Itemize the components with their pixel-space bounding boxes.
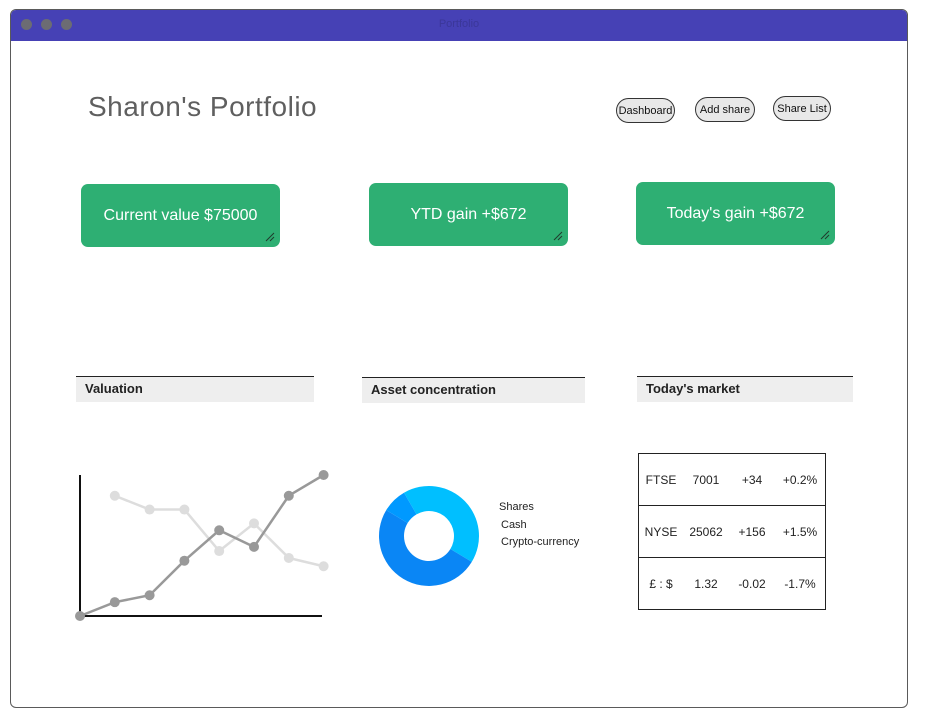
series-1-line <box>79 473 325 618</box>
series-2-point <box>179 504 190 515</box>
maximize-window-icon[interactable] <box>61 19 72 30</box>
series-1-point <box>109 597 120 608</box>
series-1-point <box>179 555 190 566</box>
series-2-point <box>144 504 155 515</box>
title-bar: Portfolio <box>11 10 907 41</box>
donut-slice-cash <box>379 510 472 586</box>
donut-slice-shares <box>404 486 479 562</box>
resize-grip-icon[interactable] <box>553 231 563 241</box>
market-change: +156 <box>729 505 775 558</box>
market-value: 25062 <box>683 505 729 558</box>
market-change: +34 <box>741 472 763 487</box>
series-2-point <box>249 518 259 529</box>
table-row: NYSE 25062 +156 +1.5% <box>638 505 826 558</box>
market-change-pct: -1.7% <box>775 557 826 610</box>
ytd-gain-card: YTD gain +$672 <box>369 183 568 246</box>
table-row: £ : $ 1.32 -0.02 -1.7% <box>638 557 826 610</box>
series-1-point <box>318 470 329 480</box>
minimize-window-icon[interactable] <box>41 19 52 30</box>
close-window-icon[interactable] <box>21 19 32 30</box>
donut-slice-crypto-currency <box>386 492 417 524</box>
series-2-point <box>214 546 225 557</box>
dashboard-button[interactable]: Dashboard <box>616 98 675 123</box>
page-title: Sharon's Portfolio <box>88 91 318 122</box>
legend-shares: Shares <box>499 501 534 513</box>
valuation-header: Valuation <box>76 376 314 402</box>
market-value: 7001 <box>692 472 720 487</box>
table-row: FTSE 7001 +34 +0.2% <box>639 454 826 506</box>
resize-grip-icon[interactable] <box>265 232 275 242</box>
share-list-button[interactable]: Share List <box>773 96 831 121</box>
resize-grip-icon[interactable] <box>820 230 830 240</box>
app-window: Portfolio Sharon's Portfolio Dashboard A… <box>10 9 908 708</box>
market-index: FTSE <box>645 472 677 487</box>
market-index: £ : $ <box>638 557 683 610</box>
series-1-point <box>214 525 225 536</box>
market-change-pct: +0.2% <box>782 472 818 487</box>
window-title: Portfolio <box>438 18 480 30</box>
ytd-gain-text: YTD gain +$672 <box>410 205 527 223</box>
series-1-point <box>144 590 155 601</box>
todays-gain-text: Today's gain +$672 <box>666 204 805 222</box>
asset-concentration-header: Asset concentration <box>362 377 585 403</box>
todays-market-header: Today's market <box>637 376 853 402</box>
series-2-point <box>318 561 329 572</box>
current-value-text: Current value $75000 <box>103 206 258 224</box>
series-1-point <box>283 490 294 501</box>
market-index: NYSE <box>638 505 683 558</box>
series-2-point <box>283 552 294 563</box>
legend-crypto: Crypto-currency <box>501 536 580 548</box>
market-change: -0.02 <box>729 557 775 610</box>
series-1-point <box>249 541 259 552</box>
series-1-point <box>75 611 85 621</box>
current-value-card: Current value $75000 <box>81 184 280 247</box>
asset-donut-chart <box>379 486 479 586</box>
market-table: FTSE 7001 +34 +0.2% NYSE 25062 +156 +1.5… <box>638 453 826 610</box>
valuation-chart <box>75 470 329 621</box>
market-value: 1.32 <box>683 557 729 610</box>
todays-gain-card: Today's gain +$672 <box>636 182 835 245</box>
market-change-pct: +1.5% <box>775 505 826 558</box>
series-2-point <box>109 490 120 501</box>
legend-cash: Cash <box>501 519 527 531</box>
add-share-button[interactable]: Add share <box>695 97 755 122</box>
